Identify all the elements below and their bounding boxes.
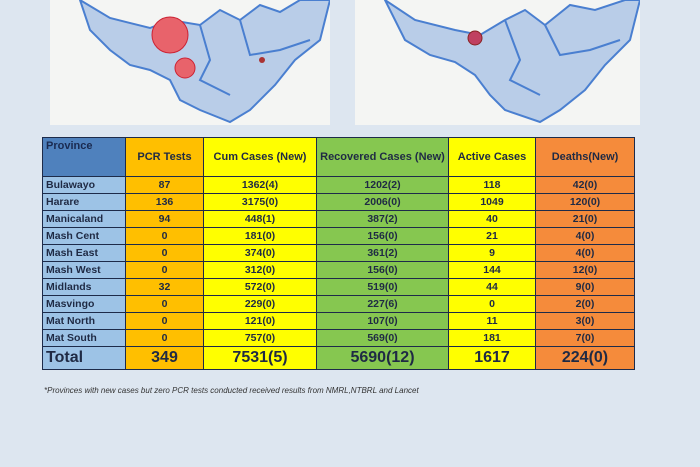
value-cell: 121(0) — [203, 312, 317, 330]
map-border — [504, 19, 621, 96]
value-cell: 40 — [448, 210, 536, 228]
province-cell: Mat North — [42, 312, 126, 330]
value-cell: 136 — [125, 193, 204, 211]
value-cell: 9 — [448, 244, 536, 262]
value-cell: 569(0) — [316, 329, 449, 347]
column-header: Deaths(New) — [535, 137, 635, 177]
value-cell: 361(2) — [316, 244, 449, 262]
value-cell: 0 — [448, 295, 536, 313]
province-cell: Masvingo — [42, 295, 126, 313]
value-cell: 1202(2) — [316, 176, 449, 194]
value-cell: 1049 — [448, 193, 536, 211]
value-cell: 572(0) — [203, 278, 317, 296]
province-cell: Midlands — [42, 278, 126, 296]
value-cell: 312(0) — [203, 261, 317, 279]
case-table: Province PCR Tests Cum Cases (New) Recovere… — [42, 137, 635, 370]
value-cell: 42(0) — [535, 176, 635, 194]
total-cell: 349 — [125, 346, 204, 370]
total-label: Total — [42, 346, 126, 370]
column-header: Province — [42, 137, 126, 177]
data-row: Manicaland 94 448(1) 387(2) 40 21(0) — [42, 210, 635, 228]
province-cell: Harare — [42, 193, 126, 211]
data-row: Mat South 0 757(0) 569(0) 181 7(0) — [42, 329, 635, 347]
value-cell: 44 — [448, 278, 536, 296]
case-bubble — [151, 16, 189, 54]
column-header: Active Cases — [448, 137, 536, 177]
value-cell: 11 — [448, 312, 536, 330]
value-cell: 7(0) — [535, 329, 635, 347]
province-cell: Mash Cent — [42, 227, 126, 245]
value-cell: 12(0) — [535, 261, 635, 279]
data-row: Mash East 0 374(0) 361(2) 9 4(0) — [42, 244, 635, 262]
total-row: Total 349 7531(5) 5690(12) 1617 224(0) — [42, 346, 635, 370]
value-cell: 0 — [125, 244, 204, 262]
value-cell: 387(2) — [316, 210, 449, 228]
value-cell: 181 — [448, 329, 536, 347]
value-cell: 181(0) — [203, 227, 317, 245]
data-row: Harare 136 3175(0) 2006(0) 1049 120(0) — [42, 193, 635, 211]
province-cell: Mash East — [42, 244, 126, 262]
value-cell: 21(0) — [535, 210, 635, 228]
province-cell: Mat South — [42, 329, 126, 347]
value-cell: 0 — [125, 295, 204, 313]
case-bubble — [259, 57, 265, 63]
value-cell: 3(0) — [535, 312, 635, 330]
data-row: Mat North 0 121(0) 107(0) 11 3(0) — [42, 312, 635, 330]
total-cell: 224(0) — [535, 346, 635, 370]
value-cell: 0 — [125, 329, 204, 347]
total-cell: 5690(12) — [316, 346, 449, 370]
value-cell: 21 — [448, 227, 536, 245]
column-header: PCR Tests — [125, 137, 204, 177]
case-bubble — [467, 30, 483, 46]
data-row: Mash Cent 0 181(0) 156(0) 21 4(0) — [42, 227, 635, 245]
value-cell: 4(0) — [535, 227, 635, 245]
data-row: Masvingo 0 229(0) 227(6) 0 2(0) — [42, 295, 635, 313]
value-cell: 519(0) — [316, 278, 449, 296]
data-row: Bulawayo 87 1362(4) 1202(2) 118 42(0) — [42, 176, 635, 194]
total-cell: 1617 — [448, 346, 536, 370]
map-left — [50, 0, 330, 125]
value-cell: 94 — [125, 210, 204, 228]
value-cell: 107(0) — [316, 312, 449, 330]
value-cell: 229(0) — [203, 295, 317, 313]
map-region — [78, 0, 330, 124]
value-cell: 118 — [448, 176, 536, 194]
value-cell: 0 — [125, 261, 204, 279]
map-region — [383, 0, 640, 124]
value-cell: 0 — [125, 227, 204, 245]
data-row: Mash West 0 312(0) 156(0) 144 12(0) — [42, 261, 635, 279]
column-header: Recovered Cases (New) — [316, 137, 449, 177]
value-cell: 32 — [125, 278, 204, 296]
value-cell: 156(0) — [316, 227, 449, 245]
province-cell: Mash West — [42, 261, 126, 279]
value-cell: 227(6) — [316, 295, 449, 313]
total-cell: 7531(5) — [203, 346, 317, 370]
value-cell: 144 — [448, 261, 536, 279]
column-header: Cum Cases (New) — [203, 137, 317, 177]
value-cell: 3175(0) — [203, 193, 317, 211]
value-cell: 87 — [125, 176, 204, 194]
value-cell: 448(1) — [203, 210, 317, 228]
value-cell: 9(0) — [535, 278, 635, 296]
value-cell: 0 — [125, 312, 204, 330]
province-cell: Bulawayo — [42, 176, 126, 194]
value-cell: 120(0) — [535, 193, 635, 211]
map-right — [355, 0, 640, 125]
data-row: Midlands 32 572(0) 519(0) 44 9(0) — [42, 278, 635, 296]
value-cell: 374(0) — [203, 244, 317, 262]
value-cell: 757(0) — [203, 329, 317, 347]
value-cell: 156(0) — [316, 261, 449, 279]
province-cell: Manicaland — [42, 210, 126, 228]
case-bubble — [174, 57, 196, 79]
value-cell: 1362(4) — [203, 176, 317, 194]
value-cell: 2(0) — [535, 295, 635, 313]
value-cell: 2006(0) — [316, 193, 449, 211]
header-row: Province PCR Tests Cum Cases (New) Recovere… — [42, 137, 635, 177]
value-cell: 4(0) — [535, 244, 635, 262]
footnote: *Provinces with new cases but zero PCR t… — [44, 386, 419, 395]
map-border — [198, 19, 311, 96]
